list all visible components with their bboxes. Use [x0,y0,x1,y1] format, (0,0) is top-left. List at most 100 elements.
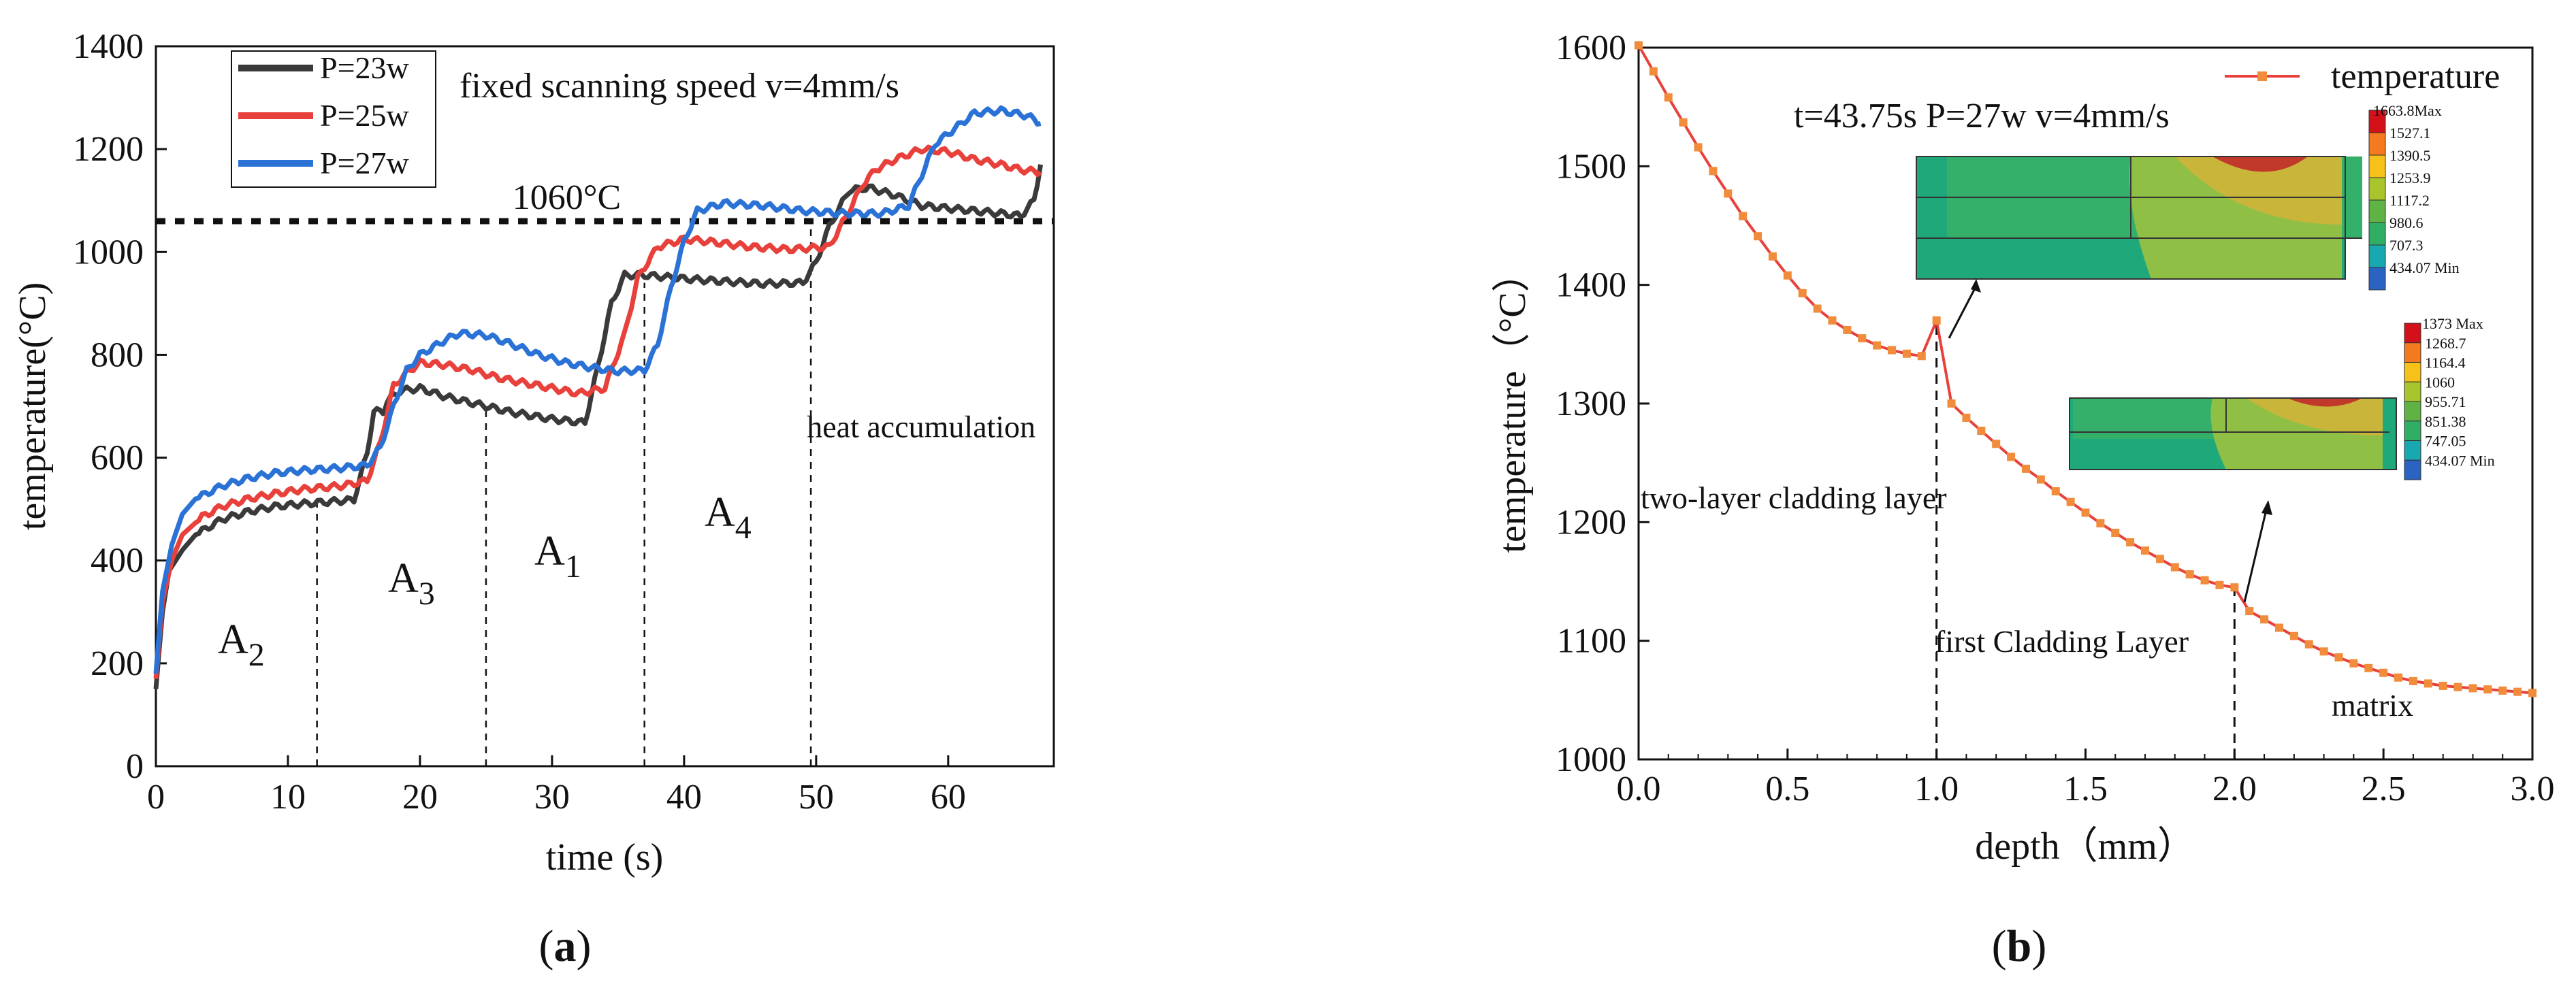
data-point [2498,686,2507,695]
data-point [1828,316,1837,325]
data-point [1798,289,1807,297]
panel-label-b: (b) [1992,921,2047,971]
colorbar-label: 1268.7 [2425,335,2466,352]
inset2-colorbar [2404,323,2421,480]
y-tick-label: 800 [91,335,144,374]
colorbar-cell [2404,401,2421,422]
x-tick-label: 2.5 [2362,770,2406,808]
region-label-a1: A1 [534,528,581,585]
region-label-a3: A3 [388,555,435,612]
data-point [2424,679,2432,688]
data-point [1679,118,1688,127]
colorbar-cell [2368,132,2386,156]
data-point [1739,212,1748,220]
colorbar-cell [2368,154,2386,178]
x-tick-label: 60 [931,778,966,817]
x-tick-label: 2.0 [2212,770,2257,808]
data-point [2483,685,2492,694]
data-point [2215,580,2224,589]
x-tick-label: 0 [147,778,165,817]
legend-label-p23: P=23w [320,50,410,85]
chart-a-region-dividers [316,220,812,766]
inset1-peak-zone [2212,157,2308,172]
inset1-border [1916,156,2346,280]
colorbar-label: 1390.5 [2389,147,2431,164]
data-point [2185,570,2194,579]
data-point [1962,413,1971,422]
chart-b-axes: 0.0 0.5 1.0 1.5 2.0 2.5 3.0 1000 1100 1200 1300 140… [1556,29,2555,808]
region-label-a4: A4 [705,489,752,546]
inset1-colorbar [2368,110,2386,291]
data-point [1992,440,2001,448]
data-point [2409,676,2417,685]
data-point [1694,143,1703,152]
data-point [1724,189,1733,198]
x-tick-label: 20 [402,778,438,817]
arrow-head [2261,500,2272,515]
data-point [1783,271,1792,280]
data-point [2274,623,2283,632]
inset2-hot-zone [2247,398,2383,436]
label-matrix: matrix [2332,688,2413,723]
y-tick-label: 1100 [1557,622,1626,661]
colorbar-cell [2368,267,2386,291]
chart-b-y-axis-label: temperature（°C） [1492,254,1534,553]
data-point [1843,325,1852,334]
region-label-a2: A2 [218,617,265,673]
label-two-layer-cladding: two-layer cladding layer [1641,480,1947,515]
inset2-border [2069,397,2397,470]
data-point [2230,583,2239,592]
y-tick-label: 200 [91,644,144,683]
chart-a-series [153,105,1044,689]
legend-label-p27: P=27w [320,146,410,180]
x-tick-label: 0.0 [1617,770,1661,808]
y-tick-label: 1200 [73,130,144,169]
x-tick-label: 40 [666,778,702,817]
colorbar-cell [2404,381,2421,402]
data-point [2111,529,2120,538]
colorbar-label: 1527.1 [2389,125,2431,142]
inset1-hot-zone [2175,157,2342,225]
data-point [2007,453,2016,461]
colorbar-cell [2368,244,2386,268]
series-line-p27w [153,105,1042,674]
y-tick-label: 600 [91,439,144,478]
x-tick-label: 3.0 [2511,770,2555,808]
data-point [2081,508,2090,517]
data-point [2260,615,2269,624]
colorbar-cell [2368,199,2386,223]
y-tick-label: 1000 [1556,740,1626,779]
chart-a-plot-frame [155,45,1055,768]
data-point [1932,316,1941,325]
data-point [2304,640,2313,648]
data-point [1754,232,1762,241]
data-point [2036,475,2045,484]
data-point [1768,252,1777,261]
y-tick-label: 1000 [73,233,144,272]
data-point [2096,519,2105,528]
x-tick-label: 30 [534,778,570,817]
data-point [2334,653,2343,662]
colorbar-label: 955.71 [2425,393,2466,410]
inset-arrows [1948,279,2272,603]
contour-inset-1: 1663.8Max 1527.1 1390.5 1253.9 1117.2 980.6 7… [1916,102,2460,291]
panel-label-a: (a) [539,921,592,971]
data-point [2170,563,2179,572]
colorbar-cell [2404,440,2421,461]
inset2-peak-zone [2287,398,2362,407]
legend-marker-temperature [2257,71,2267,81]
data-point [2349,659,2358,668]
colorbar-label: 707.3 [2389,237,2424,254]
data-point [2126,538,2135,546]
x-tick-label: 50 [799,778,834,817]
data-point [2141,546,2150,555]
data-point [2289,631,2298,640]
colorbar-cell [2404,421,2421,441]
y-tick-label: 400 [91,542,144,580]
data-point [2319,647,2328,656]
arrow-line [1948,285,1978,339]
data-point [2528,689,2537,697]
data-point [2453,683,2462,691]
